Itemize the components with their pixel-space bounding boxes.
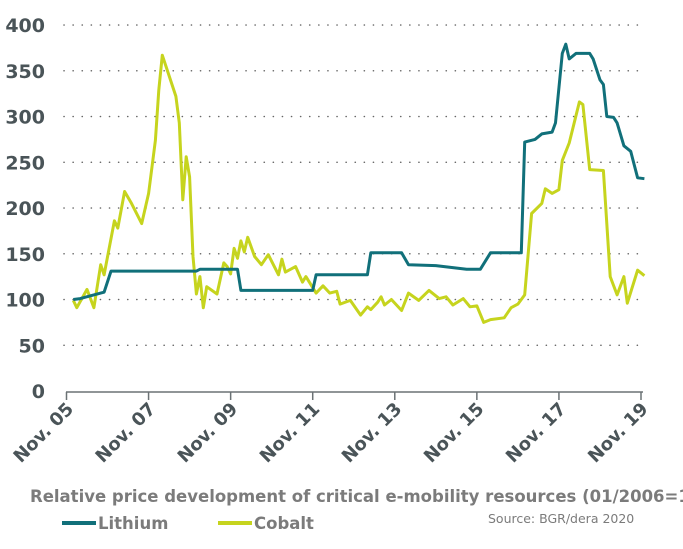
x-tick-label: Nov. 11 (256, 399, 324, 467)
x-tick-label: Nov. 15 (420, 399, 488, 467)
y-axis: 0 50 100 150 200 250 300 350 400 (5, 15, 45, 403)
x-tick-label: Nov. 19 (584, 399, 652, 467)
y-tick-label: 200 (5, 198, 45, 220)
chart-title: Relative price development of critical e… (30, 487, 683, 506)
x-tick-label: Nov. 17 (502, 399, 570, 467)
y-tick-label: 250 (5, 152, 45, 174)
y-tick-label: 0 (32, 381, 45, 403)
series-line-cobalt (71, 53, 646, 324)
series-lines (71, 42, 646, 324)
y-tick-label: 150 (5, 244, 45, 266)
series-line-lithium (73, 42, 645, 301)
legend: Lithium Cobalt (62, 514, 314, 533)
y-tick-label: 50 (19, 335, 45, 357)
x-tick-label: Nov. 09 (174, 399, 242, 467)
legend-label-cobalt: Cobalt (254, 514, 314, 533)
x-tick-label: Nov. 13 (338, 399, 406, 467)
y-tick-label: 300 (5, 107, 45, 129)
x-tick-label: Nov. 07 (92, 399, 160, 467)
y-tick-label: 100 (5, 290, 45, 312)
x-axis: Nov. 05 Nov. 07 Nov. 09 Nov. 11 Nov. 13 Nov. … (10, 391, 653, 467)
source-note: Source: BGR/dera 2020 (488, 511, 634, 526)
legend-label-lithium: Lithium (98, 514, 168, 533)
x-tick-label: Nov. 05 (10, 399, 78, 467)
y-tick-label: 400 (5, 15, 45, 37)
y-tick-label: 350 (5, 61, 45, 83)
